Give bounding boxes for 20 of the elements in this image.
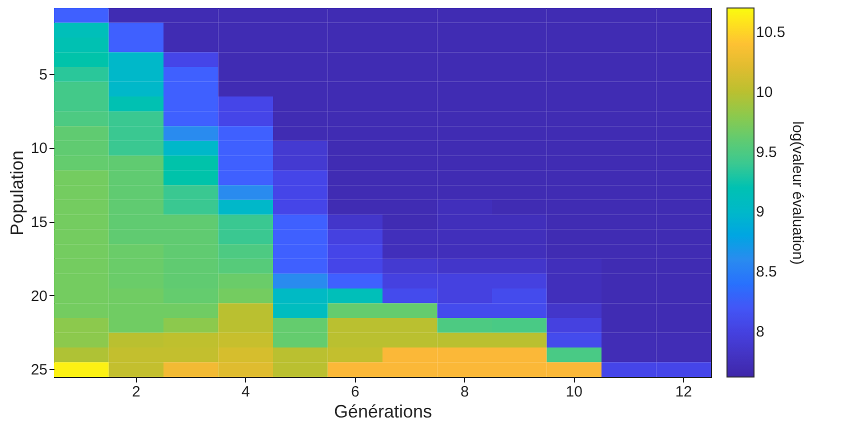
x-tick-label: 8 — [460, 384, 469, 400]
color-bar-label: 8 — [756, 323, 764, 340]
x-tick-label: 12 — [675, 384, 692, 400]
y-axis-title: Population — [6, 150, 27, 236]
y-tick-label: 15 — [30, 214, 48, 232]
color-bar-label: 9 — [756, 204, 764, 221]
x-tick-label: 10 — [566, 384, 582, 400]
color-bar-title: log(valeur évaluation) — [789, 121, 806, 265]
color-bar-label: 10.5 — [756, 24, 786, 41]
y-tick-label: 10 — [30, 140, 48, 158]
y-tick-label: 25 — [30, 362, 48, 379]
x-tick-label: 4 — [241, 384, 250, 400]
y-tick-label: 20 — [30, 288, 48, 305]
y-tick-label: 5 — [39, 66, 48, 84]
color-bar-label: 8.5 — [756, 264, 777, 281]
color-bar-label: 9.5 — [756, 144, 777, 161]
x-tick-label: 6 — [350, 384, 360, 400]
x-tick-label: 2 — [132, 384, 140, 400]
color-bar-label: 10 — [756, 84, 773, 101]
x-axis-title: Générations — [334, 402, 432, 422]
